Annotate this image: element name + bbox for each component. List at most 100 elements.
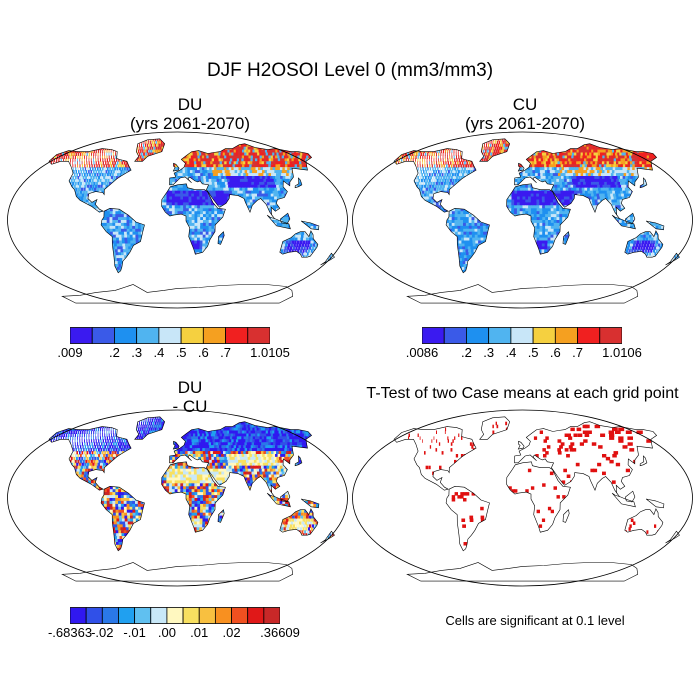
colorbar-du-swatch (114, 327, 138, 344)
colorbar-du-label: .4 (153, 345, 164, 360)
colorbar-cu-label: .3 (483, 345, 494, 360)
colorbar-diff-swatch (263, 607, 280, 624)
map-cu-coastline (479, 138, 511, 162)
map-du-coastline (217, 231, 225, 245)
colorbar-diff-label: -.02 (91, 625, 113, 640)
map-ttest-coastline (393, 426, 477, 491)
panel-title-du: DU (yrs 2061-2070) (25, 95, 355, 133)
map-cu-coastline (646, 220, 665, 231)
map-diff-coastline (301, 498, 320, 509)
map-ttest-coastline (479, 416, 511, 440)
colorbar-diff-swatch (166, 607, 184, 624)
colorbar-diff-swatch (231, 607, 249, 624)
colorbar-cu-swatch (422, 327, 445, 344)
map-ttest-coastline (624, 508, 664, 536)
panel-title-diff-line2: - CU (25, 397, 355, 416)
colorbar-diff-swatch (214, 607, 232, 624)
colorbar-du-label: .6 (198, 345, 209, 360)
map-ttest-coastline (514, 421, 658, 498)
panel-title-ttest-line1: T-Test of two Case means at each grid po… (345, 384, 700, 403)
map-cu-coastline (445, 207, 490, 274)
map-diff-border (7, 409, 348, 587)
colorbar-diff-swatch (134, 607, 152, 624)
colorbar-diff-swatch (247, 607, 265, 624)
panel-title-diff: DU - CU (25, 378, 355, 416)
colorbar-cu-swatch (577, 327, 601, 344)
map-cu-coastline (562, 231, 570, 245)
colorbar-diff-swatch (101, 607, 119, 624)
map-ttest-coastline (646, 498, 665, 509)
colorbar-cu-label: .2 (461, 345, 472, 360)
map-cu-coastline (393, 148, 477, 213)
colorbar-du-swatch (70, 327, 93, 344)
colorbar-cu-swatch (488, 327, 512, 344)
map-diff-coastline (172, 440, 180, 450)
panel-title-cu-line1: CU (360, 95, 690, 114)
map-du-coastline (134, 138, 166, 162)
map-ttest (352, 409, 693, 587)
colorbar-diff-swatch (150, 607, 168, 624)
map-cu-coastline (406, 284, 639, 304)
panel-title-cu: CU (yrs 2061-2070) (360, 95, 690, 133)
map-du-coastline (279, 230, 319, 258)
map-cu-coastline (639, 177, 648, 189)
colorbar-cu-labels: .0086 .2 .3 .4 .5 .6 .7 1.0106 (406, 345, 642, 361)
colorbar-cu-swatch (443, 327, 467, 344)
map-diff-coastline (169, 421, 313, 498)
map-diff-coastline (280, 490, 291, 503)
colorbar-diff-swatch (198, 607, 216, 624)
colorbar-du-label: .009 (57, 345, 82, 360)
map-ttest-coastline (611, 492, 636, 508)
colorbar-du-swatch (225, 327, 249, 344)
map-du-coastline (48, 148, 132, 213)
colorbar-cu-swatch (554, 327, 578, 344)
map-ttest-coastline (625, 490, 636, 503)
colorbar-cu-label: .7 (572, 345, 583, 360)
colorbar-du-label: .5 (176, 345, 187, 360)
colorbar-du-swatch (136, 327, 160, 344)
colorbar-cu-swatches (422, 327, 622, 344)
colorbar-diff-label: -.01 (123, 625, 145, 640)
map-cu-coastline (506, 183, 571, 255)
colorbar-diff-label: .02 (222, 625, 240, 640)
colorbar-cu-label: .0086 (406, 345, 439, 360)
map-cu-coastline (517, 162, 525, 172)
map-diff-coastline (100, 485, 145, 552)
colorbar-diff-label: .36609 (260, 625, 300, 640)
map-cu-coastline (514, 143, 658, 220)
map-diff-coastline (61, 562, 294, 582)
colorbar-cu-swatch (510, 327, 534, 344)
colorbar-cu-label: .6 (550, 345, 561, 360)
colorbar-du-swatches (70, 327, 270, 344)
colorbar-du-label: .2 (109, 345, 120, 360)
map-du (7, 131, 348, 309)
map-diff-coastline (320, 530, 335, 544)
map-cu-coastline (624, 230, 664, 258)
colorbar-du-label: .7 (220, 345, 231, 360)
map-diff-coastline (279, 508, 319, 536)
colorbar-diff-label: -.68363 (48, 625, 92, 640)
map-ttest-coastline (517, 440, 525, 450)
map-cu (352, 131, 693, 309)
colorbar-du-label: 1.0105 (250, 345, 290, 360)
panel-title-ttest: T-Test of two Case means at each grid po… (345, 384, 700, 403)
colorbar-cu-swatch (599, 327, 622, 344)
map-du-coastline (172, 162, 180, 172)
colorbar-diff-label: .01 (190, 625, 208, 640)
map-ttest-field (408, 421, 659, 546)
colorbar-du-label: .3 (131, 345, 142, 360)
colorbar-diff-swatch (118, 607, 136, 624)
map-du-coastline (266, 214, 291, 230)
map-du-border (7, 131, 348, 309)
panel-title-cu-line2: (yrs 2061-2070) (360, 114, 690, 133)
colorbar-cu-label: 1.0106 (602, 345, 642, 360)
map-diff-coastline (266, 492, 291, 508)
map-du-coastline (301, 220, 320, 231)
map-diff (7, 409, 348, 587)
colorbar-diff-labels: -.68363 -.02 -.01 .00 .01 .02 .36609 (48, 625, 300, 641)
map-diff-coastline (48, 426, 132, 491)
map-ttest-coastline (665, 530, 680, 544)
map-du-coastline (61, 284, 294, 304)
map-ttest-coastline (639, 455, 648, 467)
map-ttest-coastline (406, 562, 639, 582)
